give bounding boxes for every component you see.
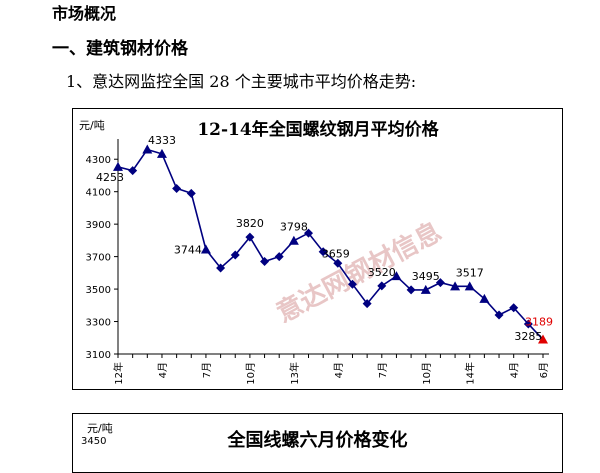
y-tick-label: 3100 — [86, 350, 111, 361]
data-point-marker — [245, 232, 255, 242]
data-point-marker — [479, 293, 490, 303]
y-tick-label: 3300 — [86, 318, 111, 329]
data-label: 3798 — [280, 221, 308, 234]
chart2-unit-label: 元/吨 — [87, 422, 113, 435]
data-point-marker — [216, 263, 226, 273]
x-tick-label: 13年 — [288, 362, 301, 385]
data-point-marker — [435, 278, 445, 288]
data-point-marker — [186, 188, 196, 198]
chart-title: 12-14年全国螺纹钢月平均价格 — [197, 119, 439, 140]
y-tick-label: 3900 — [86, 220, 111, 231]
y-tick-label: 3700 — [86, 253, 111, 264]
x-tick-label: 6月 — [538, 362, 550, 378]
x-tick-label: 10月 — [245, 362, 257, 385]
data-point-marker — [347, 279, 357, 289]
data-label: 3820 — [236, 217, 264, 230]
intro-paragraph: 1、意达网监控全国 28 个主要城市平均价格走势: — [66, 72, 417, 91]
data-label: 3517 — [456, 266, 484, 279]
data-point-marker — [113, 161, 123, 171]
x-tick-label: 4月 — [157, 362, 169, 378]
data-point-marker — [260, 256, 270, 266]
data-point-marker — [523, 319, 533, 329]
x-tick-label: 10月 — [421, 362, 433, 385]
data-point-marker — [406, 285, 416, 295]
data-point-marker — [377, 281, 387, 291]
data-label: 3189 — [525, 316, 553, 329]
x-tick-label: 7月 — [377, 362, 389, 378]
data-point-marker — [391, 271, 402, 281]
chart2-title: 全国线螺六月价格变化 — [227, 430, 408, 451]
data-label: 4333 — [148, 134, 176, 147]
data-point-marker — [494, 310, 504, 320]
wire-rebar-june-chart: 元/吨 3450 全国线螺六月价格变化 — [72, 413, 563, 473]
y-axis-unit-label: 元/吨 — [79, 119, 105, 132]
data-label: 3520 — [368, 266, 396, 279]
chart-labels: 12-14年全国螺纹钢月平均价格 元/吨 4253 4333 3744 3820 3798 3… — [79, 119, 553, 343]
building-steel-heading: 一、建筑钢材价格 — [52, 39, 188, 59]
data-label: 4253 — [96, 171, 124, 184]
chart-axes: 3100 3300 3500 3700 3900 4100 4300 12年 4月 7月 10月 13… — [86, 139, 550, 385]
market-overview-heading: 市场概况 — [52, 4, 117, 23]
y-tick-label: 3500 — [86, 285, 111, 296]
x-tick-label: 4月 — [509, 362, 521, 378]
x-tick-label: 12年 — [112, 362, 125, 385]
data-label: 3659 — [322, 247, 350, 260]
data-label: 3495 — [412, 270, 440, 283]
x-tick-label: 14年 — [464, 362, 477, 385]
data-point-marker — [274, 252, 284, 262]
y-tick-label: 4100 — [86, 188, 111, 199]
data-point-marker — [362, 299, 372, 309]
y-tick-label: 4300 — [86, 155, 111, 166]
chart2-y-tick: 3450 — [81, 436, 107, 447]
data-point-marker — [200, 244, 211, 254]
series-line-last-segment — [527, 323, 544, 341]
x-tick-label: 4月 — [333, 362, 345, 378]
rebar-price-chart: 意达网钢材信息 3100 3300 3500 3700 3900 4100 4300 12年 4… — [72, 108, 563, 390]
data-point-marker — [230, 250, 240, 260]
chart-marks — [113, 144, 548, 344]
data-point-marker — [156, 148, 167, 158]
data-point-marker — [288, 235, 299, 245]
data-point-marker — [318, 247, 328, 257]
data-point-marker — [172, 183, 182, 193]
data-label: 3285 — [514, 330, 542, 343]
data-point-marker — [304, 228, 314, 238]
data-point-marker — [538, 334, 548, 344]
data-point-marker — [450, 281, 461, 291]
data-point-marker — [333, 258, 343, 268]
x-tick-label: 7月 — [201, 362, 213, 378]
data-label: 3744 — [174, 243, 202, 256]
data-point-marker — [420, 284, 431, 294]
data-point-marker — [128, 166, 138, 176]
data-point-marker — [509, 303, 519, 313]
data-point-marker — [142, 144, 153, 154]
data-point-marker — [464, 281, 475, 291]
